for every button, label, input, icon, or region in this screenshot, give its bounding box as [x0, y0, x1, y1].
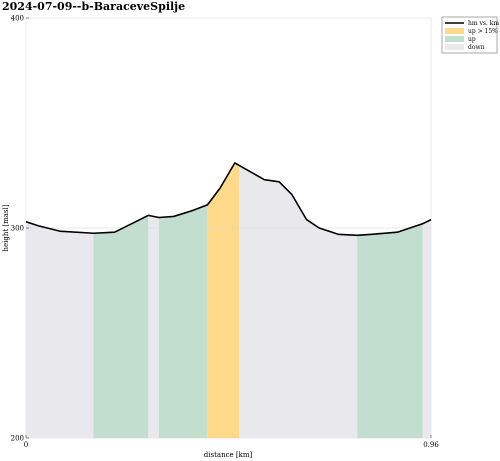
y-tick-label: 300 [11, 225, 24, 233]
segment-down-0 [26, 221, 94, 438]
segment-down-2 [148, 215, 159, 438]
y-axis-label: height [masl] [2, 204, 10, 251]
x-axis-label: distance [km] [204, 451, 253, 459]
segment-down-5 [239, 165, 358, 439]
legend-label: up > 15% [468, 28, 498, 35]
legend-swatch [445, 36, 464, 42]
legend-swatch [445, 44, 464, 50]
x-tick-label: 0.96 [423, 441, 439, 449]
y-tick-label: 400 [11, 15, 24, 23]
legend-swatch [445, 28, 464, 34]
profile-line [25, 162, 432, 237]
segment-up-6 [357, 223, 423, 438]
legend-label: down [468, 44, 485, 51]
x-tick-label: 0 [24, 441, 28, 449]
legend-label: hm vs. km [468, 20, 499, 27]
chart-title: 2024-07-09--b-BaraceveSpilje [2, 0, 185, 13]
legend-label: up [468, 36, 476, 43]
y-tick-label: 200 [11, 435, 24, 443]
segment-down-7 [422, 219, 431, 438]
segment-steep-4 [207, 162, 240, 438]
segment-up-3 [158, 204, 208, 438]
plot-area: 200 300 400 0 0.96 [11, 15, 440, 450]
segment-up-1 [93, 215, 149, 438]
